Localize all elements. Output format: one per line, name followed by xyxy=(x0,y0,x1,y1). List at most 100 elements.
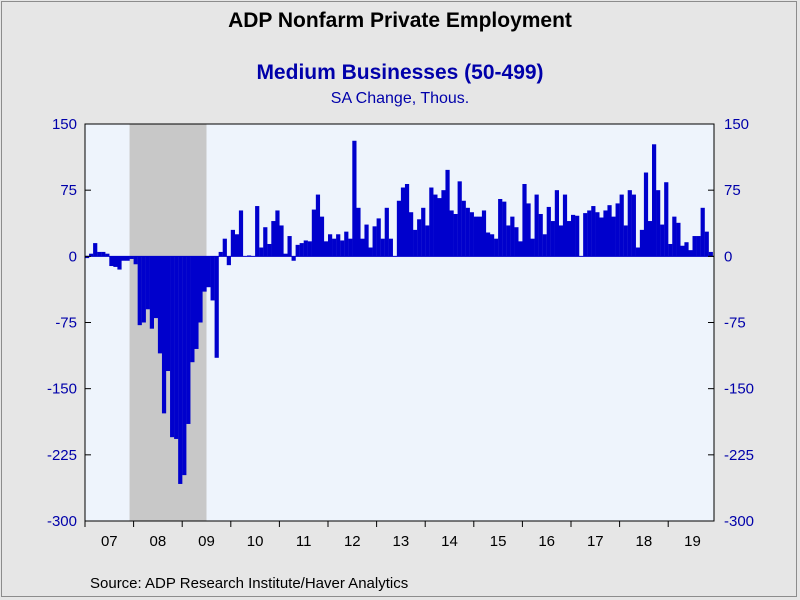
y-tick-label-left: 150 xyxy=(52,116,77,133)
bar xyxy=(384,207,389,257)
y-tick-label-right: -150 xyxy=(724,381,754,398)
bar xyxy=(206,256,211,288)
bar xyxy=(429,187,434,257)
bar xyxy=(105,253,110,257)
bar xyxy=(388,238,393,257)
bar xyxy=(149,256,154,329)
bar xyxy=(360,238,365,257)
bar xyxy=(437,198,442,257)
bar xyxy=(413,229,418,257)
bar xyxy=(635,247,640,257)
bar xyxy=(263,227,268,257)
bar xyxy=(453,213,458,257)
bar xyxy=(174,256,179,439)
bar xyxy=(490,234,495,257)
bar xyxy=(141,256,146,323)
x-tick-label: 09 xyxy=(198,533,215,550)
bars-layer xyxy=(85,140,713,484)
bar xyxy=(348,238,353,257)
bar xyxy=(178,256,183,484)
bar xyxy=(194,256,199,349)
bar xyxy=(210,256,215,301)
bar xyxy=(85,256,90,259)
source-note: Source: ADP Research Institute/Haver Ana… xyxy=(90,575,409,592)
y-tick-label-right: -75 xyxy=(724,315,746,332)
x-tick-label: 08 xyxy=(150,533,167,550)
bar xyxy=(202,256,207,292)
bar xyxy=(449,210,454,257)
y-tick-label-right: 150 xyxy=(724,116,749,133)
bar xyxy=(417,219,422,257)
bar xyxy=(234,234,240,257)
bar xyxy=(647,221,653,257)
bar xyxy=(170,256,175,438)
bar xyxy=(117,256,122,270)
bar xyxy=(481,210,487,257)
bar xyxy=(485,232,491,257)
bar xyxy=(283,253,288,257)
bar xyxy=(328,234,333,257)
bar xyxy=(336,234,341,257)
bar xyxy=(546,206,551,257)
y-tick-label-left: -300 xyxy=(47,513,77,530)
bar xyxy=(279,225,284,257)
bar xyxy=(145,256,150,310)
bar xyxy=(672,216,677,257)
bar xyxy=(514,227,519,257)
bar xyxy=(404,183,410,257)
bar xyxy=(623,225,628,257)
bar xyxy=(344,231,349,257)
bar xyxy=(566,221,572,257)
bar xyxy=(319,216,325,257)
bar xyxy=(356,207,361,257)
bar xyxy=(409,212,414,257)
y-tick-label-right: -300 xyxy=(724,513,754,530)
bar xyxy=(287,236,292,257)
bar xyxy=(93,243,98,257)
x-tick-label: 15 xyxy=(490,533,507,550)
bar xyxy=(502,201,507,257)
bar xyxy=(526,203,531,257)
bar xyxy=(238,210,244,257)
bar xyxy=(538,213,543,257)
bar xyxy=(684,242,689,257)
bar xyxy=(332,238,337,257)
y-tick-label-right: 0 xyxy=(724,248,732,265)
bar xyxy=(611,216,616,257)
bar xyxy=(688,250,693,257)
bar xyxy=(303,240,308,257)
bar xyxy=(542,234,547,257)
y-tick-label-left: -225 xyxy=(47,447,77,464)
bar xyxy=(380,238,385,257)
bar xyxy=(218,251,223,257)
x-tick-label: 07 xyxy=(101,533,118,550)
bar xyxy=(226,256,231,266)
y-tick-label-left: -75 xyxy=(55,315,77,332)
x-tick-label: 12 xyxy=(344,533,361,550)
bar xyxy=(214,256,219,358)
bar xyxy=(230,229,235,257)
bar xyxy=(307,241,312,257)
bar xyxy=(113,256,118,267)
bar xyxy=(352,140,357,257)
bar xyxy=(631,194,636,257)
bar xyxy=(708,251,713,257)
chart-title: ADP Nonfarm Private Employment xyxy=(228,9,572,32)
x-tick-label: 11 xyxy=(296,533,312,550)
bar xyxy=(494,238,499,257)
bar xyxy=(575,215,580,257)
bar xyxy=(275,210,280,257)
x-tick-label: 14 xyxy=(441,533,458,550)
bar xyxy=(425,225,430,257)
bar xyxy=(376,218,381,257)
bar xyxy=(315,194,321,257)
bar xyxy=(676,222,681,257)
bar xyxy=(587,210,592,257)
bar xyxy=(510,216,515,257)
bar xyxy=(571,214,576,257)
bar xyxy=(583,213,588,257)
bar xyxy=(125,256,130,261)
bar xyxy=(506,225,511,257)
bar xyxy=(291,256,296,261)
bar xyxy=(153,256,159,319)
